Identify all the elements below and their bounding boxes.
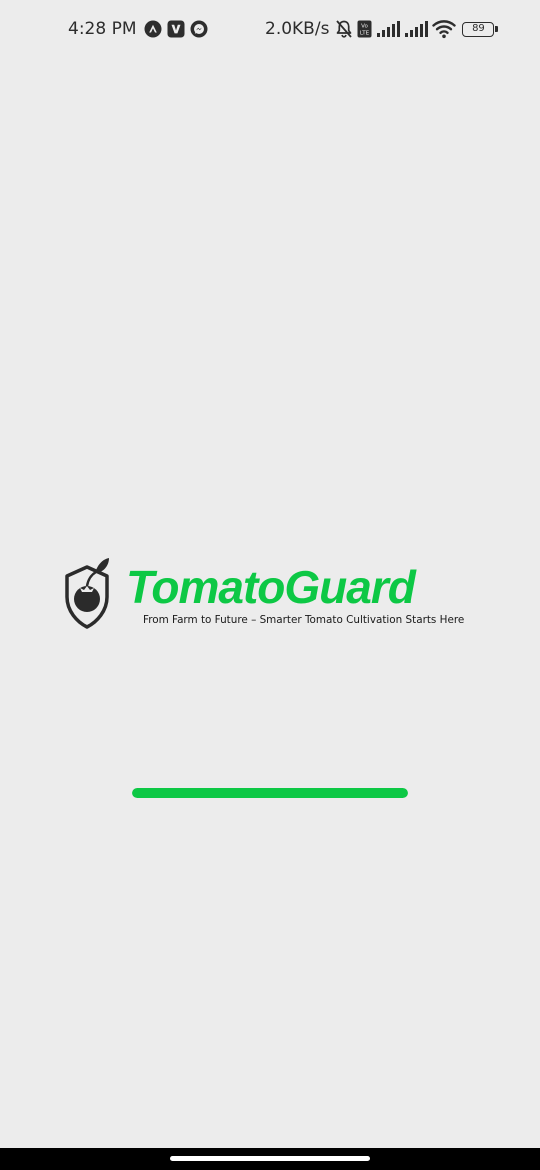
signal-icon [405, 21, 429, 37]
status-time: 4:28 PM [68, 19, 137, 39]
navigation-bar [0, 1148, 540, 1170]
status-bar: 4:28 PM 2.0KB/s Vo LTE [0, 0, 540, 62]
status-left: 4:28 PM [68, 19, 208, 39]
battery-indicator: 89 [462, 21, 499, 37]
network-speed: 2.0KB/s [265, 19, 330, 39]
tomato-shield-icon [65, 558, 109, 629]
svg-text:Vo: Vo [362, 24, 369, 30]
volte-icon: Vo LTE [357, 20, 372, 38]
navigation-a-icon [144, 20, 161, 38]
v-app-icon [167, 20, 184, 38]
battery-level: 89 [472, 22, 485, 34]
wifi-icon [432, 20, 457, 39]
svg-text:LTE: LTE [360, 31, 370, 37]
loading-progress-bar [132, 788, 408, 798]
tagline: From Farm to Future – Smarter Tomato Cul… [143, 614, 465, 626]
signal-icon [377, 21, 401, 37]
messenger-icon [190, 20, 207, 38]
silent-bell-icon [336, 20, 353, 38]
app-logo: TomatoGuard From Farm to Future – Smarte… [58, 553, 478, 633]
loading-progress-fill [132, 788, 408, 798]
home-indicator[interactable] [170, 1156, 370, 1161]
status-right: 2.0KB/s Vo LTE [265, 19, 499, 39]
brand-name: TomatoGuard [126, 561, 416, 613]
